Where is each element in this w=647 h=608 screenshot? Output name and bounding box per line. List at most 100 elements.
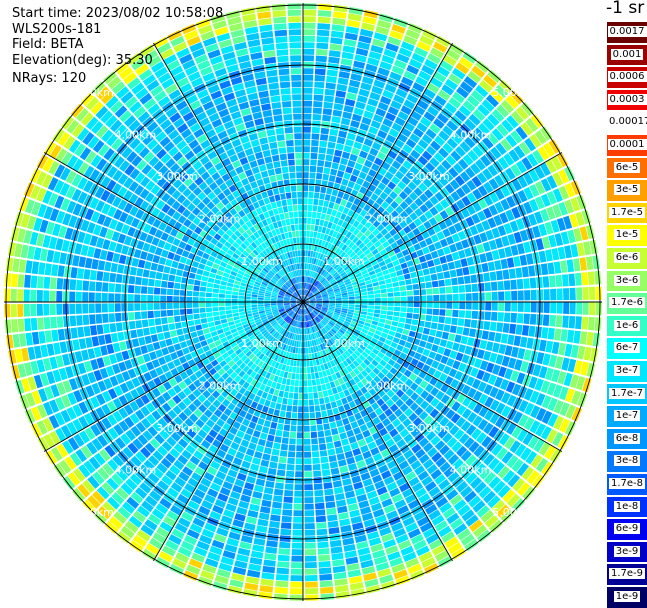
range-gate-cell	[141, 303, 147, 310]
range-gate-cell	[136, 268, 143, 276]
range-gate-cell	[18, 274, 25, 287]
range-gate-cell	[324, 161, 331, 168]
range-gate-cell	[310, 367, 314, 373]
range-gate-cell	[154, 303, 160, 310]
range-gate-cell	[307, 218, 311, 224]
range-gate-cell	[310, 159, 317, 165]
range-gate-cell	[380, 285, 387, 290]
range-gate-cell	[295, 465, 303, 471]
range-gate-cell	[573, 258, 581, 271]
range-gate-cell	[419, 340, 426, 347]
range-gate-cell	[458, 318, 465, 326]
range-gate-cell	[174, 283, 181, 289]
range-gate-cell	[220, 285, 227, 290]
range-gate-cell	[316, 43, 328, 50]
range-gate-cell	[108, 303, 114, 312]
range-gate-cell	[335, 97, 345, 104]
range-gate-cell	[289, 438, 296, 444]
range-gate-cell	[32, 332, 40, 345]
range-gate-cell	[531, 302, 537, 313]
range-gate-cell	[264, 487, 274, 494]
range-gate-cell	[400, 286, 406, 291]
range-gate-cell	[335, 197, 342, 204]
range-gate-cell	[368, 298, 374, 301]
range-gate-cell	[314, 483, 323, 490]
range-gate-cell	[326, 501, 336, 508]
range-gate-cell	[297, 361, 300, 367]
range-gate-cell	[303, 75, 313, 81]
range-gate-cell	[281, 444, 288, 451]
range-gate-cell	[401, 334, 408, 341]
range-gate-cell	[323, 108, 332, 115]
range-gate-cell	[550, 302, 556, 313]
range-gate-cell	[554, 261, 561, 273]
range-gate-cell	[204, 266, 211, 272]
range-gate-cell	[280, 450, 288, 457]
range-gate-cell	[434, 337, 441, 345]
range-gate-cell	[332, 189, 339, 196]
range-gate-cell	[570, 302, 576, 314]
range-gate-cell	[458, 250, 466, 259]
range-gate-cell	[245, 302, 251, 305]
range-gate-cell	[313, 199, 318, 205]
range-gate-cell	[4, 304, 10, 318]
range-gate-cell	[413, 308, 419, 314]
range-gate-cell	[233, 288, 239, 292]
range-gate-cell	[312, 238, 316, 244]
range-gate-cell	[423, 328, 430, 335]
range-gate-cell	[557, 302, 563, 314]
range-gate-cell	[262, 453, 270, 460]
range-gate-cell	[375, 298, 381, 302]
range-gate-cell	[173, 309, 179, 315]
range-gate-cell	[344, 39, 357, 47]
range-gate-cell	[151, 263, 158, 271]
range-gate-cell	[390, 326, 397, 332]
range-gate-cell	[265, 441, 273, 448]
range-gate-cell	[417, 346, 425, 354]
range-gate-cell	[292, 406, 297, 412]
range-gate-cell	[245, 296, 251, 299]
range-gate-cell	[322, 207, 328, 214]
range-gate-cell	[393, 316, 400, 321]
range-gate-cell	[325, 194, 331, 201]
range-gate-cell	[208, 322, 215, 328]
range-gate-cell	[310, 166, 317, 172]
range-gate-cell	[396, 327, 403, 333]
range-gate-cell	[303, 341, 305, 347]
range-gate-cell	[307, 211, 311, 217]
range-gate-cell	[427, 302, 433, 308]
range-gate-cell	[178, 263, 185, 270]
range-gate-cell	[425, 282, 432, 288]
range-gate-cell	[115, 303, 121, 312]
range-gate-cell	[461, 336, 468, 345]
range-gate-cell	[321, 411, 327, 418]
range-gate-cell	[438, 316, 445, 323]
range-gate-cell	[317, 160, 324, 167]
range-gate-cell	[311, 218, 315, 224]
range-gate-cell	[271, 299, 277, 301]
range-gate-cell	[283, 431, 290, 438]
range-gate-cell	[90, 325, 97, 335]
range-gate-cell	[238, 296, 244, 299]
range-gate-cell	[594, 271, 601, 285]
range-gate-cell	[483, 273, 490, 282]
range-gate-cell	[453, 302, 459, 309]
range-gate-cell	[478, 311, 485, 320]
range-gate-cell	[160, 296, 166, 302]
range-gate-cell	[239, 312, 245, 316]
range-gate-cell	[342, 538, 354, 546]
range-gate-cell	[292, 543, 303, 549]
range-gate-cell	[295, 347, 298, 353]
range-gate-cell	[307, 374, 311, 380]
range-gate-cell	[313, 392, 318, 398]
range-gate-cell	[304, 491, 313, 497]
range-gate-cell	[200, 287, 206, 292]
range-gate-cell	[294, 393, 299, 399]
range-gate-cell	[6, 335, 14, 349]
range-gate-cell	[53, 251, 61, 263]
range-gate-cell	[333, 110, 343, 117]
range-gate-cell	[109, 273, 116, 282]
range-gate-cell	[452, 286, 458, 293]
range-gate-cell	[305, 341, 307, 347]
range-gate-cell	[71, 328, 78, 339]
